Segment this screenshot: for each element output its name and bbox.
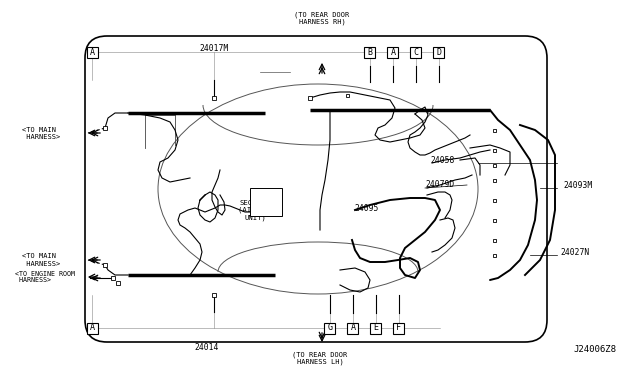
Text: A: A bbox=[90, 48, 95, 57]
Bar bbox=[433, 46, 445, 58]
Text: 24027N: 24027N bbox=[560, 247, 589, 257]
Text: A: A bbox=[390, 48, 396, 57]
Text: 24017M: 24017M bbox=[200, 44, 228, 52]
Bar bbox=[111, 276, 115, 280]
Bar bbox=[371, 323, 381, 334]
Text: A: A bbox=[90, 324, 95, 333]
Text: A: A bbox=[351, 324, 355, 333]
Bar bbox=[212, 96, 216, 100]
Bar bbox=[493, 218, 497, 221]
Text: 24093M: 24093M bbox=[563, 180, 592, 189]
Bar bbox=[410, 46, 422, 58]
Text: F: F bbox=[397, 324, 401, 333]
Bar bbox=[212, 293, 216, 297]
Text: E: E bbox=[374, 324, 378, 333]
Text: B: B bbox=[367, 48, 372, 57]
Bar bbox=[365, 46, 376, 58]
Bar bbox=[346, 93, 349, 96]
Text: J24006Z8: J24006Z8 bbox=[573, 346, 616, 355]
Text: 24058: 24058 bbox=[430, 155, 454, 164]
Text: 24095: 24095 bbox=[354, 203, 378, 212]
Text: C: C bbox=[413, 48, 419, 57]
Text: (TO REAR DOOR
HARNESS LH): (TO REAR DOOR HARNESS LH) bbox=[292, 351, 348, 365]
Text: 24014: 24014 bbox=[195, 343, 219, 352]
Bar bbox=[493, 179, 497, 182]
Bar bbox=[116, 281, 120, 285]
Bar bbox=[493, 128, 497, 131]
Bar bbox=[103, 126, 107, 130]
Bar bbox=[348, 323, 358, 334]
Bar bbox=[387, 46, 399, 58]
Bar bbox=[308, 96, 312, 100]
Text: <TO ENGINE ROOM
 HARNESS>: <TO ENGINE ROOM HARNESS> bbox=[15, 270, 75, 283]
Ellipse shape bbox=[158, 84, 478, 294]
Text: 24079D: 24079D bbox=[425, 180, 454, 189]
Bar bbox=[250, 188, 282, 216]
FancyBboxPatch shape bbox=[85, 36, 547, 342]
Bar bbox=[493, 238, 497, 241]
Text: (TO REAR DOOR
HARNESS RH): (TO REAR DOOR HARNESS RH) bbox=[294, 11, 349, 25]
Bar bbox=[493, 199, 497, 202]
Text: <TO MAIN
 HARNESS>: <TO MAIN HARNESS> bbox=[22, 126, 60, 140]
Bar bbox=[493, 148, 497, 151]
Bar bbox=[394, 323, 404, 334]
Text: SEC.253
(AIR BAG
UNIT): SEC.253 (AIR BAG UNIT) bbox=[237, 199, 273, 221]
Text: D: D bbox=[436, 48, 442, 57]
Bar bbox=[86, 46, 97, 58]
Bar bbox=[86, 323, 97, 334]
Text: <TO MAIN
 HARNESS>: <TO MAIN HARNESS> bbox=[22, 253, 60, 266]
Bar bbox=[493, 164, 497, 167]
Bar bbox=[493, 253, 497, 257]
Bar bbox=[324, 323, 335, 334]
Bar bbox=[103, 263, 107, 267]
Text: G: G bbox=[328, 324, 333, 333]
